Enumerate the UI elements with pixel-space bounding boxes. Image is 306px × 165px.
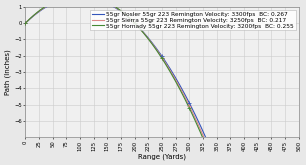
55gr Nosler 55gr 223 Remington Velocity: 3300fps  BC: 0.267: (183, 0.505): 3300fps BC: 0.267: (183, 0.505) <box>124 14 127 16</box>
55gr Sierra 55gr 223 Remington Velocity: 3250fps  BC: 0.217: (329, -7.19): 3250fps BC: 0.217: (329, -7.19) <box>203 139 207 141</box>
55gr Sierra 55gr 223 Remington Velocity: 3250fps  BC: 0.217: (0, 0): 3250fps BC: 0.217: (0, 0) <box>24 22 27 24</box>
55gr Nosler 55gr 223 Remington Velocity: 3300fps  BC: 0.267: (146, 1.28): 3300fps BC: 0.267: (146, 1.28) <box>103 1 107 3</box>
Legend: 55gr Nosler 55gr 223 Remington Velocity: 3300fps  BC: 0.267, 55gr Sierra 55gr 22: 55gr Nosler 55gr 223 Remington Velocity:… <box>91 10 296 30</box>
55gr Hornady 55gr 223 Remington Velocity: 3200fps  BC: 0.255: (146, 1.36): 3200fps BC: 0.255: (146, 1.36) <box>103 0 107 2</box>
55gr Hornady 55gr 223 Remington Velocity: 3200fps  BC: 0.255: (323, -6.91): 3200fps BC: 0.255: (323, -6.91) <box>200 135 204 137</box>
55gr Hornady 55gr 223 Remington Velocity: 3200fps  BC: 0.255: (0, 0): 3200fps BC: 0.255: (0, 0) <box>24 22 27 24</box>
55gr Hornady 55gr 223 Remington Velocity: 3200fps  BC: 0.255: (183, 0.537): 3200fps BC: 0.255: (183, 0.537) <box>124 13 127 15</box>
Line: 55gr Sierra 55gr 223 Remington Velocity: 3250fps  BC: 0.217: 55gr Sierra 55gr 223 Remington Velocity:… <box>25 0 299 165</box>
55gr Nosler 55gr 223 Remington Velocity: 3300fps  BC: 0.267: (0, 0): 3300fps BC: 0.267: (0, 0) <box>24 22 27 24</box>
55gr Sierra 55gr 223 Remington Velocity: 3250fps  BC: 0.217: (323, -6.73): 3250fps BC: 0.217: (323, -6.73) <box>200 132 204 134</box>
55gr Hornady 55gr 223 Remington Velocity: 3200fps  BC: 0.255: (329, -7.38): 3200fps BC: 0.255: (329, -7.38) <box>203 143 207 145</box>
55gr Nosler 55gr 223 Remington Velocity: 3300fps  BC: 0.267: (323, -6.49): 3300fps BC: 0.267: (323, -6.49) <box>200 128 204 130</box>
Line: 55gr Hornady 55gr 223 Remington Velocity: 3200fps  BC: 0.255: 55gr Hornady 55gr 223 Remington Velocity… <box>25 0 299 165</box>
Y-axis label: Path (Inches): Path (Inches) <box>5 49 11 95</box>
55gr Sierra 55gr 223 Remington Velocity: 3250fps  BC: 0.217: (146, 1.32): 3250fps BC: 0.217: (146, 1.32) <box>103 1 107 3</box>
Line: 55gr Nosler 55gr 223 Remington Velocity: 3300fps  BC: 0.267: 55gr Nosler 55gr 223 Remington Velocity:… <box>25 0 299 165</box>
55gr Nosler 55gr 223 Remington Velocity: 3300fps  BC: 0.267: (329, -6.94): 3300fps BC: 0.267: (329, -6.94) <box>203 135 207 137</box>
X-axis label: Range (Yards): Range (Yards) <box>138 154 186 160</box>
55gr Sierra 55gr 223 Remington Velocity: 3250fps  BC: 0.217: (183, 0.523): 3250fps BC: 0.217: (183, 0.523) <box>124 14 127 16</box>
